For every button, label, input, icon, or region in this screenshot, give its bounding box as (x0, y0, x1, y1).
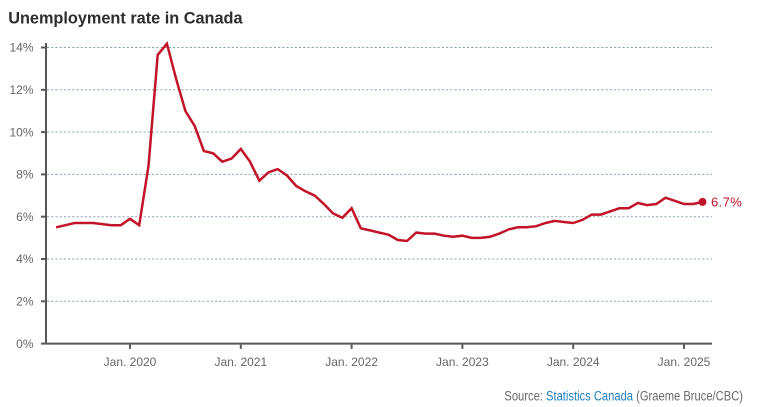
svg-text:2%: 2% (16, 295, 34, 309)
svg-text:Jan. 2025: Jan. 2025 (658, 355, 711, 369)
svg-text:0%: 0% (16, 337, 34, 351)
svg-text:Jan. 2023: Jan. 2023 (436, 355, 489, 369)
svg-text:6%: 6% (16, 210, 34, 224)
svg-text:Unemployment rate in Canada: Unemployment rate in Canada (8, 10, 243, 28)
svg-text:14%: 14% (9, 41, 33, 55)
svg-text:Source: Statistics Canada (Gra: Source: Statistics Canada (Graeme Bruce/… (504, 388, 743, 403)
svg-text:12%: 12% (9, 83, 33, 97)
svg-text:Jan. 2020: Jan. 2020 (104, 355, 157, 369)
svg-text:8%: 8% (16, 168, 34, 182)
svg-text:Jan. 2021: Jan. 2021 (214, 355, 267, 369)
svg-text:Jan. 2024: Jan. 2024 (547, 355, 600, 369)
svg-text:4%: 4% (16, 252, 34, 266)
svg-text:10%: 10% (9, 125, 33, 139)
svg-text:Jan. 2022: Jan. 2022 (325, 355, 378, 369)
svg-text:6.7%: 6.7% (711, 194, 742, 209)
